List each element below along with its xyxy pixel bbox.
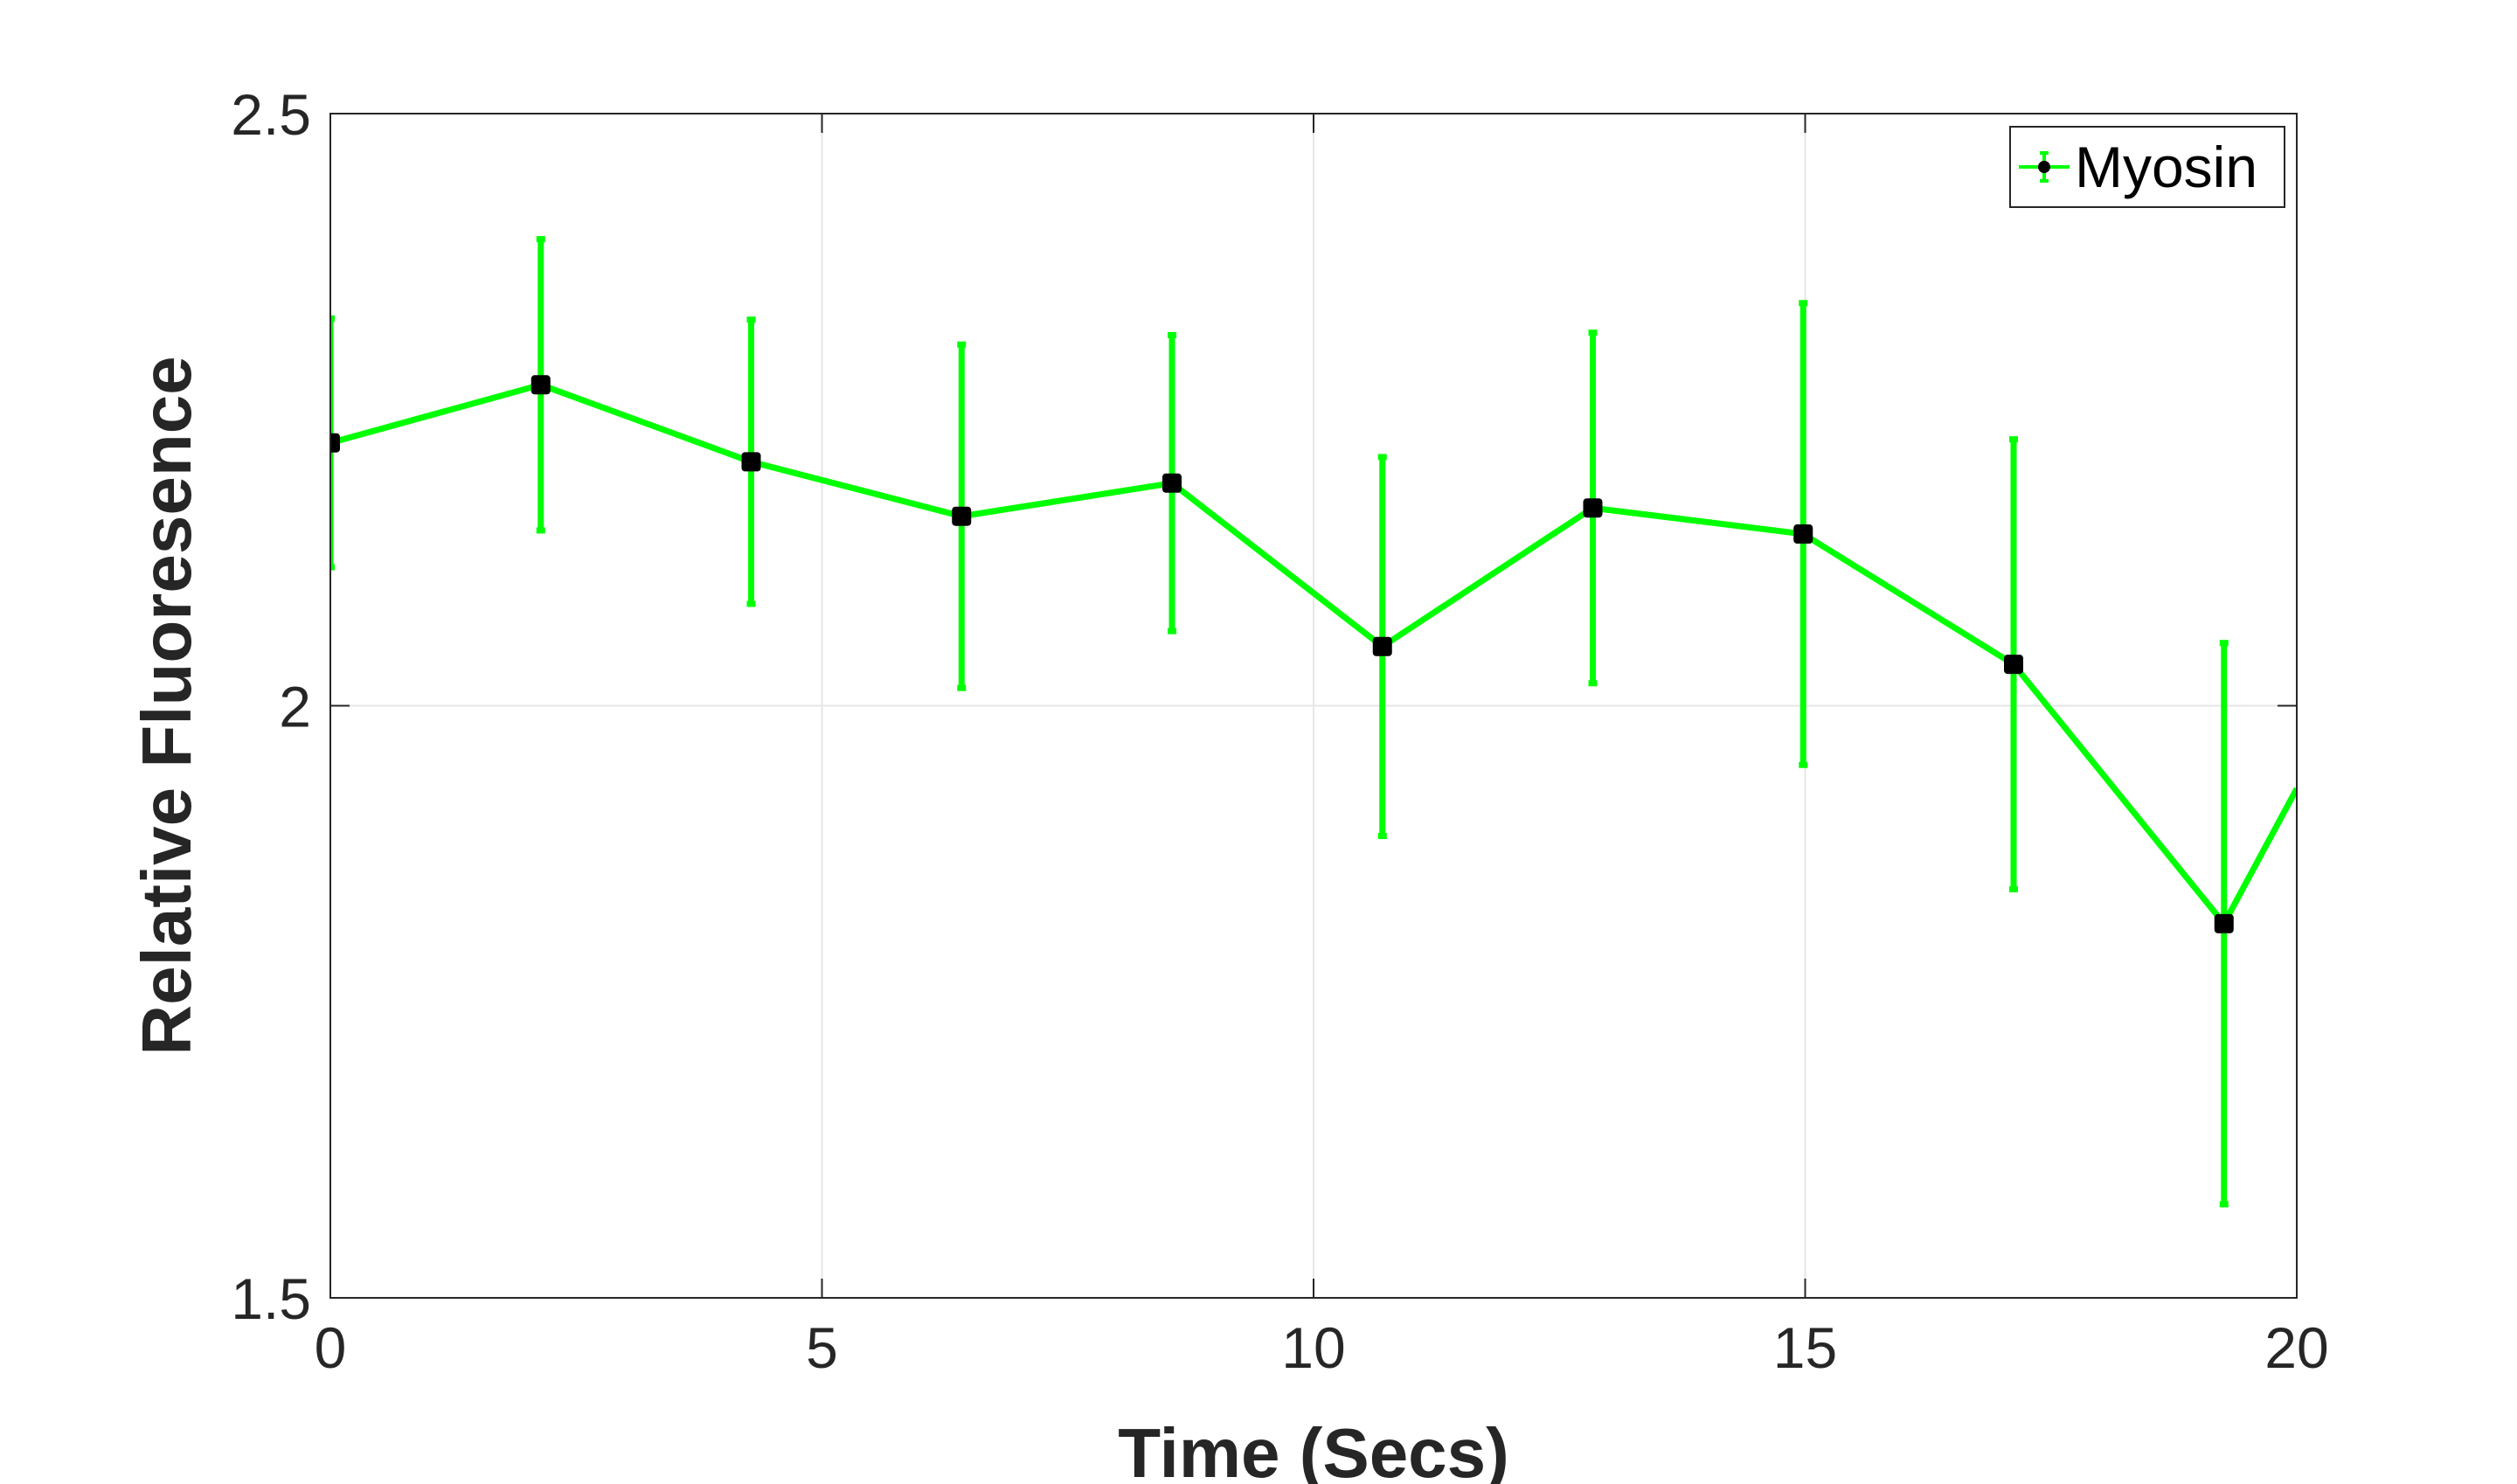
y-tick-label: 2 xyxy=(279,675,311,739)
y-tick-label: 1.5 xyxy=(231,1266,311,1331)
data-point xyxy=(1793,524,1813,544)
x-tick-label: 5 xyxy=(806,1315,838,1380)
tick-layer: 0 5 10 15 20 1.5 2 2.5 xyxy=(231,82,2328,1380)
data-point xyxy=(952,506,972,526)
legend-marker xyxy=(2038,161,2050,173)
data-point xyxy=(530,375,551,395)
x-axis-label: Time (Secs) xyxy=(1118,1414,1509,1484)
data-point xyxy=(741,452,761,472)
x-tick-label: 10 xyxy=(1281,1315,1345,1380)
data-point xyxy=(1372,636,1392,656)
legend: Myosin xyxy=(2009,126,2285,208)
series-myosin xyxy=(330,236,2297,1208)
x-tick-label: 20 xyxy=(2264,1315,2328,1380)
data-point xyxy=(2214,913,2234,933)
axis-labels: Time (Secs) Relative Fluoresence xyxy=(128,356,1509,1484)
data-point xyxy=(330,433,340,453)
data-point xyxy=(1583,498,1603,518)
series-layer xyxy=(330,236,2297,1208)
x-tick-label: 15 xyxy=(1773,1315,1837,1380)
x-tick-label: 0 xyxy=(315,1315,347,1380)
y-tick-label: 2.5 xyxy=(231,82,311,147)
data-point xyxy=(1162,473,1182,493)
data-point xyxy=(2004,655,2023,675)
legend-label: Myosin xyxy=(2075,135,2257,199)
y-axis-label: Relative Fluoresence xyxy=(128,356,205,1055)
